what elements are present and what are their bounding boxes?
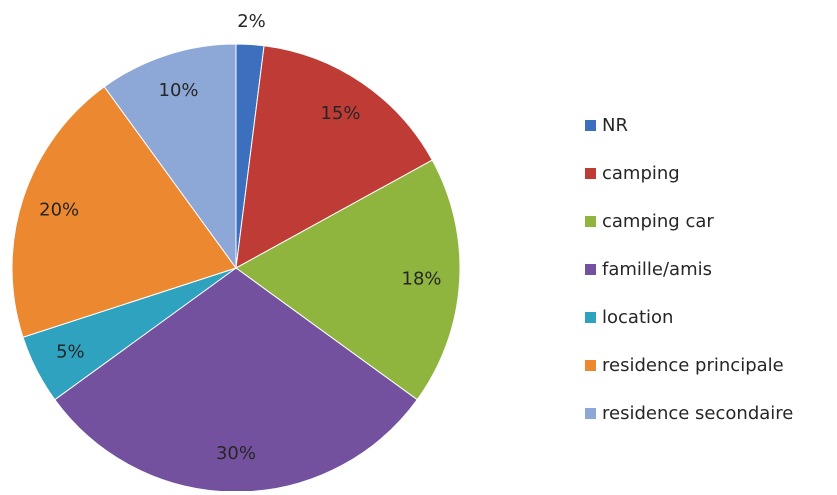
data-label: 10% <box>159 80 199 101</box>
legend-label: NR <box>602 115 628 136</box>
legend-label: camping car <box>602 211 714 232</box>
legend-swatch <box>585 168 596 179</box>
pie-slice <box>235 45 433 269</box>
legend-swatch <box>585 120 596 131</box>
pie-slice <box>11 86 237 338</box>
legend-label: residence principale <box>602 355 784 376</box>
data-label: 18% <box>402 269 442 290</box>
legend-swatch <box>585 360 596 371</box>
data-label: 15% <box>320 103 360 124</box>
data-label: 2% <box>237 11 266 32</box>
legend-label: location <box>602 307 673 328</box>
pie-slice <box>103 43 237 270</box>
legend-swatch <box>585 216 596 227</box>
legend-label: famille/amis <box>602 259 712 280</box>
legend-swatch <box>585 312 596 323</box>
data-label: 20% <box>39 200 79 221</box>
legend-label: residence secondaire <box>602 403 793 424</box>
pie-slice <box>235 159 461 401</box>
data-label: 30% <box>216 443 256 464</box>
data-label: 5% <box>56 341 85 362</box>
legend-swatch <box>585 408 596 419</box>
legend-swatch <box>585 264 596 275</box>
legend-label: camping <box>602 163 680 184</box>
